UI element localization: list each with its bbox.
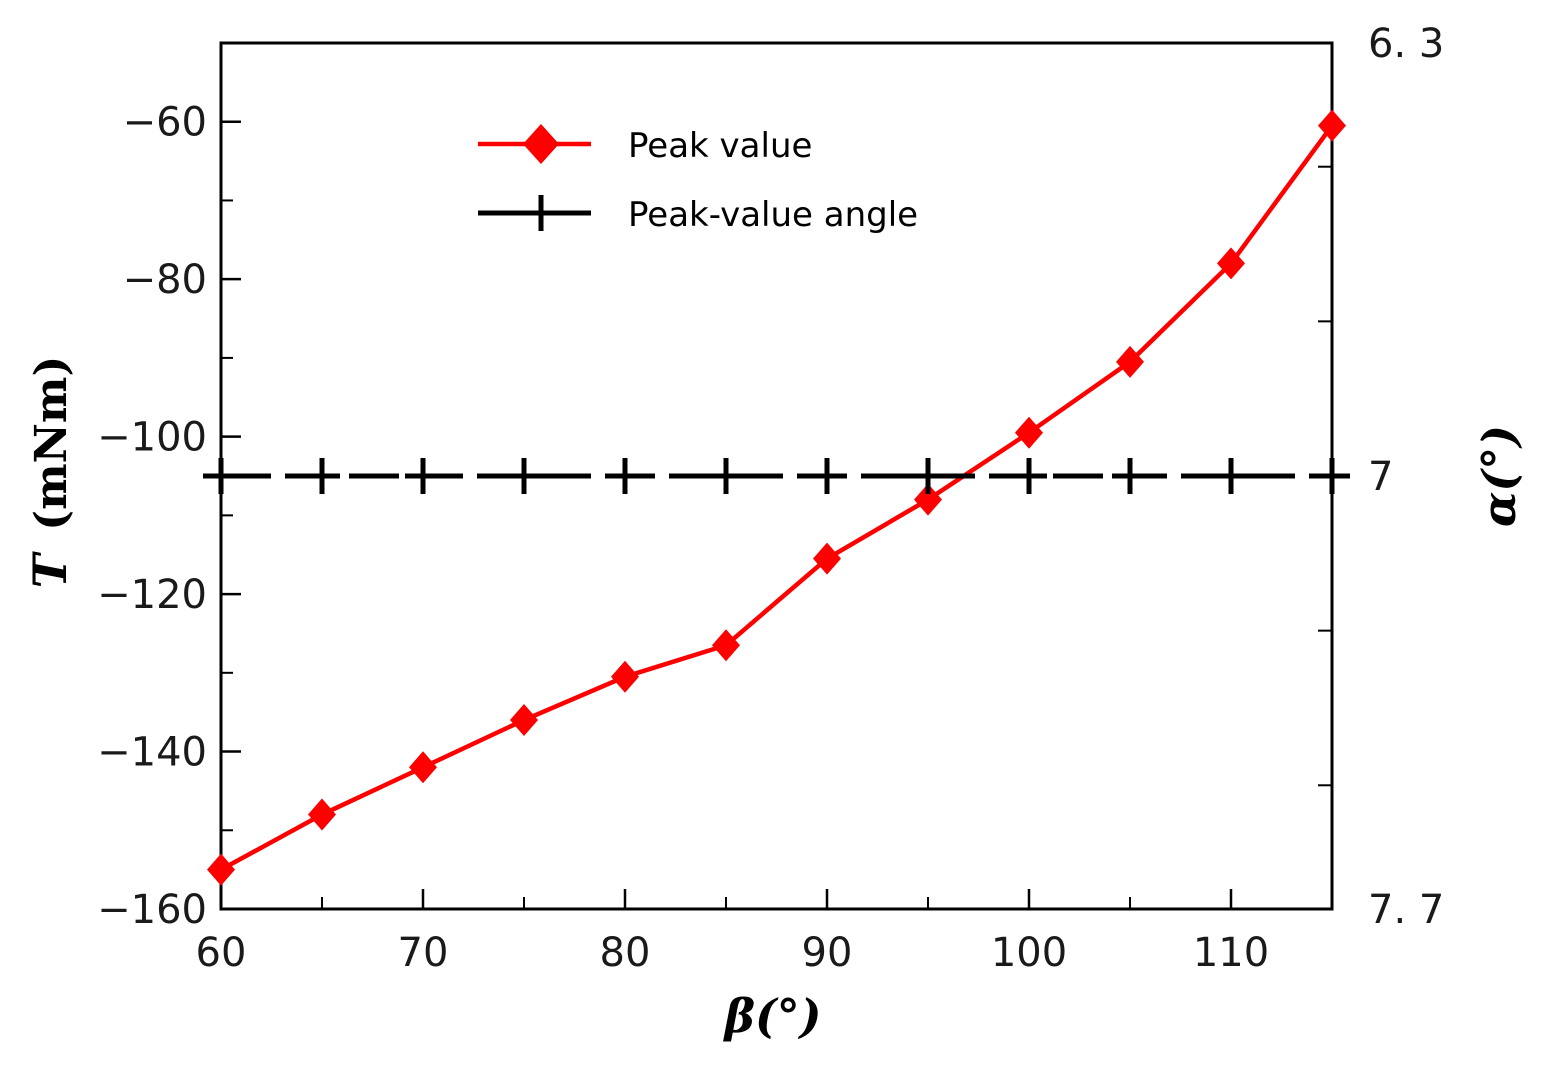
legend-entry-peak-value-angle: Peak-value angle — [628, 195, 918, 235]
peak-value-point — [1318, 109, 1346, 142]
peak-value-angle-point — [607, 458, 643, 494]
y-left-tick-label: −80 — [123, 257, 207, 303]
svg-text:T (mNm): T (mNm) — [23, 356, 77, 589]
x-tick-label: 100 — [991, 930, 1067, 976]
legend-entry-peak-value: Peak value — [628, 126, 812, 166]
series-layer — [203, 109, 1350, 886]
y-left-tick-label: −60 — [123, 100, 207, 146]
left-axis-ticks: −60 −80 −100 −120 −140 −160 — [97, 100, 241, 933]
peak-value-angle-point — [708, 458, 744, 494]
y-right-tick-label: 6. 3 — [1368, 21, 1444, 67]
x-axis-title: β(°) — [722, 989, 821, 1043]
legend: Peak value Peak-value angle — [478, 124, 918, 235]
legend-diamond-marker — [523, 124, 559, 164]
right-axis-title: α(°) — [1472, 425, 1526, 527]
left-axis-title: T (mNm) — [23, 356, 77, 589]
peak-value-angle-point — [1314, 458, 1350, 494]
peak-value-angle-point — [809, 458, 845, 494]
peak-value-point — [308, 798, 336, 831]
peak-value-angle-point — [1213, 458, 1249, 494]
peak-value-point — [409, 751, 437, 784]
y-left-tick-label: −100 — [97, 415, 207, 461]
right-axis-ticks: 6. 3 7 7. 7 — [1318, 21, 1444, 933]
y-right-tick-label: 7. 7 — [1368, 887, 1444, 933]
x-tick-label: 90 — [802, 930, 853, 976]
peak-value-point — [813, 542, 841, 575]
peak-value-angle-point — [1112, 458, 1148, 494]
peak-value-angle-point — [304, 458, 340, 494]
y-left-tick-label: −120 — [97, 572, 207, 618]
peak-value-point — [207, 853, 235, 886]
peak-value-angle-point — [405, 458, 441, 494]
x-tick-label: 110 — [1193, 930, 1269, 976]
peak-value-point — [510, 704, 538, 737]
peak-value-angle-point — [506, 458, 542, 494]
left-axis-title-unit: (mNm) — [26, 356, 77, 531]
peak-value-point — [1116, 345, 1144, 378]
peak-value-point — [611, 660, 639, 693]
peak-value-point — [914, 483, 942, 516]
peak-value-point — [1217, 247, 1245, 280]
series-line-peak-value — [219, 124, 1334, 872]
x-tick-label: 60 — [196, 930, 247, 976]
peak-value-angle-point — [203, 458, 239, 494]
y-left-tick-label: −160 — [97, 887, 207, 933]
x-tick-label: 80 — [600, 930, 651, 976]
y-right-tick-label: 7 — [1368, 454, 1393, 500]
bottom-axis-ticks: 60 70 80 90 100 110 — [196, 889, 1333, 976]
peak-value-point — [1015, 416, 1043, 449]
y-left-tick-label: −140 — [97, 730, 207, 776]
peak-value-point — [712, 629, 740, 662]
legend-plus-marker — [523, 195, 559, 231]
peak-value-angle-point — [1011, 458, 1047, 494]
left-axis-title-var: T — [23, 550, 77, 588]
x-tick-label: 70 — [398, 930, 449, 976]
peak-value-angle-point — [910, 458, 946, 494]
